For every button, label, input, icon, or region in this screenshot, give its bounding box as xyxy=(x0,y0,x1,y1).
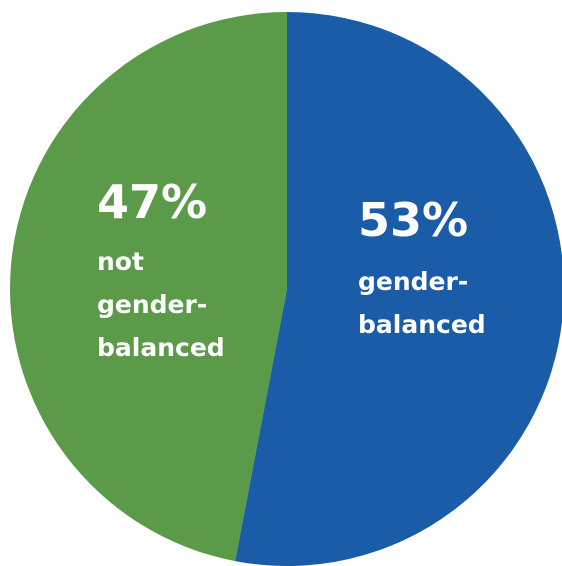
value-label: 53% xyxy=(358,193,468,247)
value-label: 47% xyxy=(97,175,207,229)
pie-slice xyxy=(9,11,288,562)
category-label: gender-balanced xyxy=(358,267,486,339)
category-label: not gender-balanced xyxy=(97,247,225,362)
pie-slice xyxy=(235,12,562,566)
